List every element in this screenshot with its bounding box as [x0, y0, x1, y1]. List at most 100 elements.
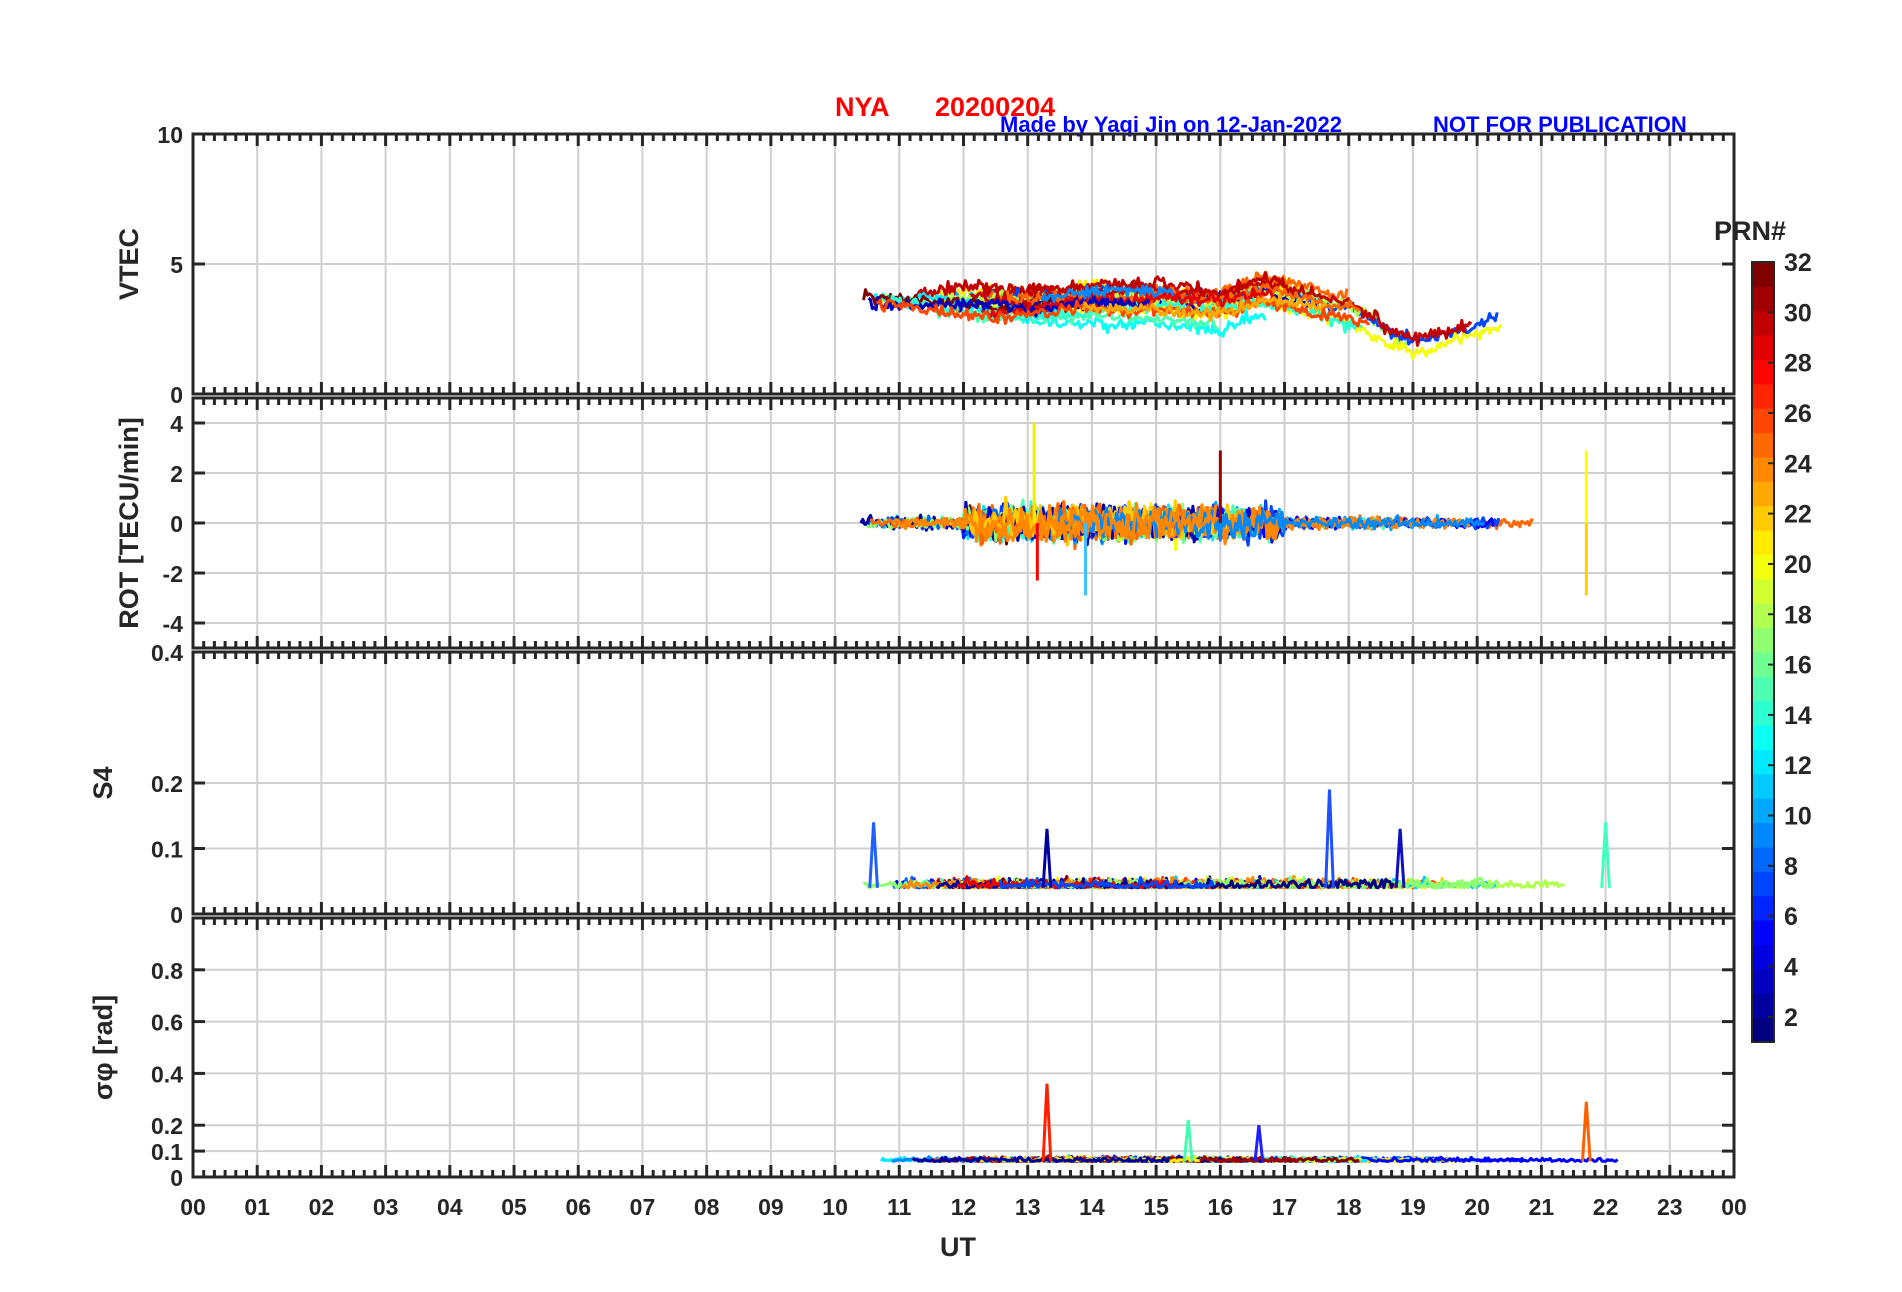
x-tick-label: 13: [1015, 1194, 1041, 1220]
x-tick-label: 01: [244, 1194, 270, 1220]
y-tick-label: 0: [170, 902, 183, 928]
sigma-phi-panel: 00.10.2 0.4 0.6 0.8 σφ [rad]: [88, 916, 1736, 1191]
prn-series-line: [891, 504, 1218, 543]
colorbar-swatch: [1752, 944, 1774, 970]
series-group: [862, 270, 1503, 360]
colorbar-tick-label: 16: [1784, 652, 1812, 680]
colorbar-swatch: [1752, 822, 1774, 848]
x-tick-label: 14: [1079, 1194, 1105, 1220]
y-tick-label: 2: [170, 461, 183, 487]
colorbar-swatch: [1752, 847, 1774, 872]
y-tick-label: 0.2: [151, 771, 183, 797]
colorbar-tick-label: 18: [1784, 601, 1812, 629]
y-axis-label: S4: [88, 766, 118, 799]
colorbar-swatch: [1752, 432, 1774, 458]
prn-series-line: [1034, 275, 1473, 347]
colorbar-tick-label: 24: [1784, 450, 1812, 478]
x-tick-label: 15: [1143, 1194, 1169, 1220]
colorbar-tick-label: 22: [1784, 501, 1812, 529]
colorbar-swatch: [1752, 359, 1774, 385]
y-tick-label: 0.1: [151, 837, 183, 863]
colorbar-tick-label: 4: [1784, 954, 1798, 982]
x-tick-label: 07: [630, 1194, 656, 1220]
colorbar-swatch: [1752, 530, 1774, 555]
x-tick-label: 12: [951, 1194, 977, 1220]
colorbar-swatch: [1752, 457, 1774, 482]
title-date: 20200204: [935, 92, 1055, 122]
colorbar-swatch: [1752, 262, 1774, 287]
colorbar-tick-label: 26: [1784, 400, 1812, 428]
colorbar-swatch: [1752, 652, 1774, 677]
peak-spike: [1394, 828, 1406, 888]
peak-spike: [1324, 789, 1335, 888]
prn-series-line: [1081, 293, 1328, 323]
prn-series-line: [998, 876, 1216, 890]
colorbar-swatch: [1752, 871, 1774, 897]
colorbar-tick-label: 14: [1784, 702, 1812, 730]
title-station: NYA: [835, 92, 890, 122]
colorbar-tick-label: 8: [1784, 853, 1798, 881]
peak-spike: [1600, 822, 1611, 888]
x-axis-label: UT: [940, 1232, 976, 1262]
y-tick-label: 5: [170, 252, 183, 278]
colorbar-swatch: [1752, 798, 1774, 824]
rot-panel: -4 -2 0 2 4 ROT [TECU/min]: [114, 396, 1736, 650]
colorbar-tick-label: 32: [1784, 249, 1812, 277]
x-tick-label: 06: [565, 1194, 591, 1220]
peak-spike: [1041, 1083, 1053, 1162]
peak-spike: [868, 822, 879, 888]
colorbar-swatch: [1752, 749, 1774, 775]
colorbar-swatch: [1752, 1017, 1774, 1043]
prn-series-line: [1035, 309, 1267, 338]
y-tick-label: 10: [157, 122, 183, 148]
peak-spike: [1041, 828, 1053, 888]
colorbar-swatch: [1752, 725, 1774, 750]
x-tick-label: 21: [1529, 1194, 1555, 1220]
prn-series-line: [980, 287, 1275, 319]
colorbar-tick-label: 2: [1784, 1004, 1798, 1032]
colorbar-tick-label: 20: [1784, 551, 1812, 579]
x-tick-label: 18: [1336, 1194, 1362, 1220]
colorbar-swatch: [1752, 408, 1774, 434]
x-tick-label: 00: [180, 1194, 206, 1220]
x-tick-label: 04: [437, 1194, 463, 1220]
x-tick-label: 23: [1657, 1194, 1683, 1220]
x-tick-label: 11: [887, 1194, 912, 1220]
colorbar-swatch: [1752, 773, 1774, 799]
y-tick-label: 0.4: [151, 1061, 183, 1087]
y-tick-label: 0.2: [151, 1113, 183, 1139]
peak-spike: [1580, 1101, 1592, 1162]
colorbar-tick-label: 6: [1784, 903, 1798, 931]
y-tick-label: 0.4: [151, 640, 183, 666]
x-tick-label: 09: [758, 1194, 784, 1220]
colorbar-swatch: [1752, 603, 1774, 629]
prn-series-line: [1041, 284, 1175, 304]
x-tick-label: 10: [822, 1194, 848, 1220]
colorbar-swatch: [1752, 578, 1774, 604]
colorbar-swatch: [1752, 700, 1774, 726]
y-tick-label: 0.6: [151, 1010, 183, 1036]
x-tick-label: 03: [373, 1194, 399, 1220]
peak-spike: [1182, 1119, 1194, 1162]
vtec-panel: 0 5 10 VTEC: [114, 122, 1736, 408]
colorbar-swatch: [1752, 676, 1774, 702]
x-tick-label: 00: [1721, 1194, 1747, 1220]
colorbar-tick-label: 28: [1784, 350, 1812, 378]
colorbar-title: PRN#: [1714, 216, 1786, 246]
y-tick-label: 0: [170, 511, 183, 537]
colorbar-swatch: [1752, 968, 1774, 994]
colorbar-swatch: [1752, 554, 1774, 580]
y-tick-label: 4: [170, 411, 183, 437]
x-tick-label: 02: [309, 1194, 335, 1220]
colorbar-tick-label: 10: [1784, 803, 1812, 831]
colorbar-swatch: [1752, 627, 1774, 653]
x-tick-label: 17: [1272, 1194, 1298, 1220]
prn-series-line: [911, 1155, 1171, 1163]
series-group: [879, 1083, 1619, 1163]
series-group: [859, 423, 1588, 596]
x-tick-label: 05: [501, 1194, 527, 1220]
x-tick-label: 20: [1464, 1194, 1490, 1220]
y-tick-label: 0: [170, 1165, 183, 1191]
s4-panel: 0 0.1 0.2 0.4 S4: [88, 640, 1736, 928]
